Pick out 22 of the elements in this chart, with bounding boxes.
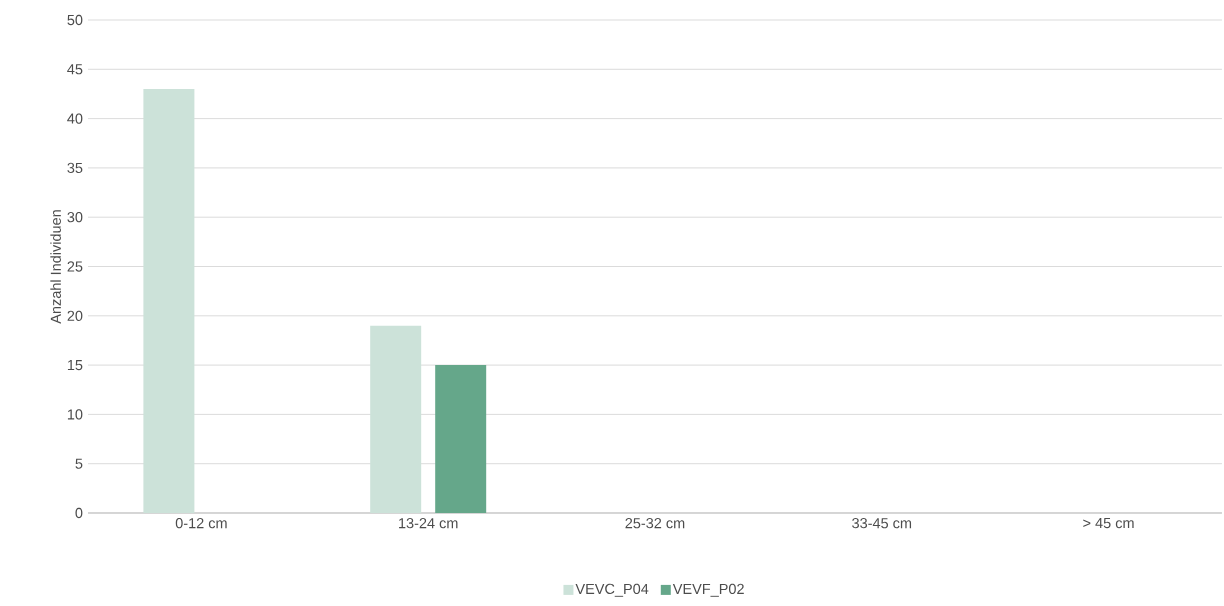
y-axis-title: Anzahl Individuen bbox=[50, 210, 61, 324]
legend-label: VEVC_P04 bbox=[575, 583, 649, 597]
y-tick-label: 25 bbox=[67, 261, 83, 272]
y-tick-label: 0 bbox=[75, 507, 83, 519]
bar bbox=[143, 89, 195, 513]
x-tick-label: > 45 cm bbox=[1083, 518, 1134, 529]
y-tick-label: 10 bbox=[67, 409, 83, 420]
y-tick-label: 15 bbox=[67, 360, 83, 371]
y-tick-label: 20 bbox=[67, 310, 83, 321]
legend-label: VEVF_P02 bbox=[672, 583, 744, 597]
y-tick-label: 5 bbox=[75, 458, 83, 469]
y-tick-label: 50 bbox=[67, 14, 83, 26]
x-tick-label: 33-45 cm bbox=[852, 518, 912, 529]
y-tick-label: 45 bbox=[67, 64, 83, 75]
x-tick-label: 13-24 cm bbox=[399, 518, 458, 529]
x-tick-label: 0-12 cm bbox=[175, 518, 227, 529]
bar bbox=[435, 365, 487, 513]
x-tick-label: 25-32 cm bbox=[625, 518, 685, 529]
y-tick-label: 35 bbox=[67, 162, 83, 174]
y-tick-label: 40 bbox=[67, 113, 83, 124]
bar bbox=[370, 325, 422, 513]
y-tick-label: 30 bbox=[67, 212, 83, 223]
